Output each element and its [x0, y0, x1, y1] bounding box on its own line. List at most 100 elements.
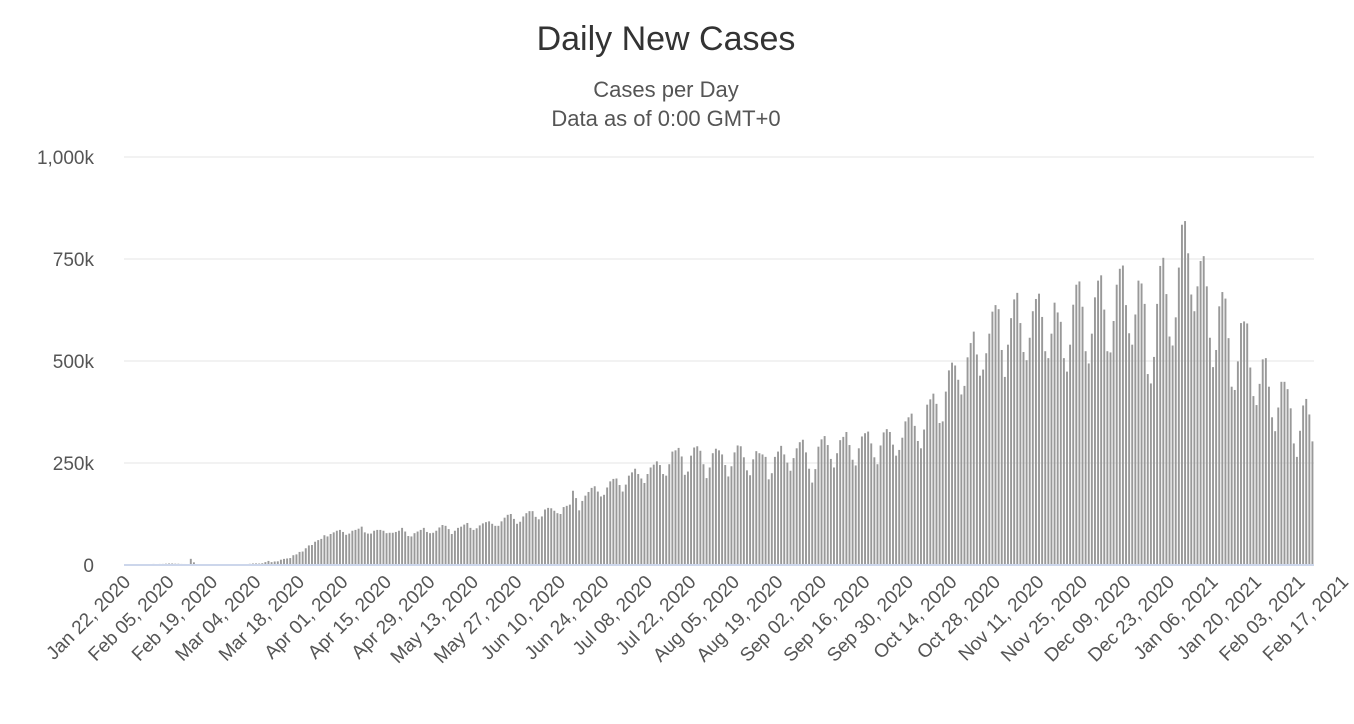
bar: [317, 540, 320, 565]
bar: [957, 379, 960, 565]
bar: [1311, 441, 1314, 565]
bar: [851, 459, 854, 565]
bar: [1112, 321, 1115, 565]
bar: [979, 375, 981, 565]
bar: [947, 370, 950, 565]
bar: [534, 516, 537, 565]
bar: [1187, 253, 1190, 566]
bar: [407, 536, 410, 565]
bar: [1267, 386, 1270, 565]
bar: [876, 464, 879, 565]
bar: [817, 446, 820, 565]
y-tick-label: 0: [83, 556, 94, 577]
bar: [562, 507, 565, 565]
bar: [923, 429, 926, 565]
bar: [814, 469, 817, 565]
bar: [1243, 321, 1246, 565]
bar: [848, 445, 851, 565]
bar: [1059, 321, 1062, 565]
bar: [1199, 261, 1202, 565]
bar: [808, 468, 811, 565]
bar: [264, 562, 267, 565]
bar: [376, 529, 379, 565]
bar: [450, 533, 453, 565]
bar: [1000, 349, 1003, 565]
bar: [705, 478, 708, 565]
bar: [888, 431, 891, 565]
bar: [932, 393, 935, 565]
bar: [895, 455, 898, 565]
bar: [655, 461, 658, 565]
bar: [438, 527, 441, 565]
bar: [485, 522, 487, 565]
bar: [1240, 323, 1242, 565]
bar: [739, 446, 742, 565]
subtitle-line-1: Cases per Day: [593, 77, 739, 102]
bar: [1143, 303, 1146, 565]
bar: [708, 467, 711, 565]
bar: [1162, 257, 1165, 565]
bar: [826, 445, 829, 565]
bar: [1103, 309, 1106, 565]
bar: [404, 531, 407, 565]
bar: [1286, 389, 1289, 565]
bar: [382, 530, 385, 565]
bar: [509, 514, 512, 565]
bar: [898, 449, 901, 565]
bar: [730, 466, 733, 565]
bar: [624, 484, 627, 565]
bar: [801, 439, 804, 565]
bar: [416, 531, 419, 565]
y-tick-label: 250k: [53, 454, 95, 475]
bar: [1028, 337, 1031, 565]
bar: [559, 514, 562, 565]
bar: [503, 517, 506, 565]
bar: [292, 555, 295, 565]
bar: [522, 516, 525, 565]
bar: [1252, 396, 1255, 565]
bar: [425, 531, 428, 565]
bar: [1159, 265, 1162, 565]
bar: [568, 504, 571, 565]
bar: [1090, 333, 1093, 565]
bar: [1177, 267, 1180, 565]
bar: [276, 561, 279, 565]
bar: [329, 533, 332, 565]
bar: [494, 525, 497, 565]
bar: [192, 562, 195, 565]
bar: [385, 533, 388, 565]
bar: [584, 495, 587, 565]
bar: [360, 526, 363, 565]
bar: [491, 523, 494, 565]
bar: [1025, 360, 1028, 565]
bar: [279, 559, 282, 565]
bar: [1202, 256, 1205, 565]
bar: [311, 545, 313, 565]
bar: [394, 531, 397, 565]
bar: [1168, 336, 1171, 565]
bar: [1047, 358, 1050, 565]
bar: [773, 456, 776, 565]
bar: [335, 530, 338, 565]
bar: [696, 446, 699, 565]
y-tick-label: 1,000k: [37, 148, 95, 169]
bar: [1134, 314, 1137, 565]
bar: [929, 399, 932, 565]
bar: [481, 523, 484, 565]
bar: [320, 538, 323, 565]
bar: [870, 443, 873, 565]
bar: [1062, 358, 1065, 565]
bar: [1215, 349, 1218, 565]
bar: [1221, 292, 1224, 565]
bar: [512, 518, 515, 565]
bar: [326, 536, 329, 565]
bar: [460, 526, 463, 565]
bar: [435, 530, 438, 565]
bar: [746, 470, 748, 565]
bar: [1289, 408, 1292, 565]
bar: [1299, 430, 1301, 565]
bar: [342, 531, 345, 565]
bar: [301, 551, 304, 565]
bar: [1153, 356, 1155, 565]
